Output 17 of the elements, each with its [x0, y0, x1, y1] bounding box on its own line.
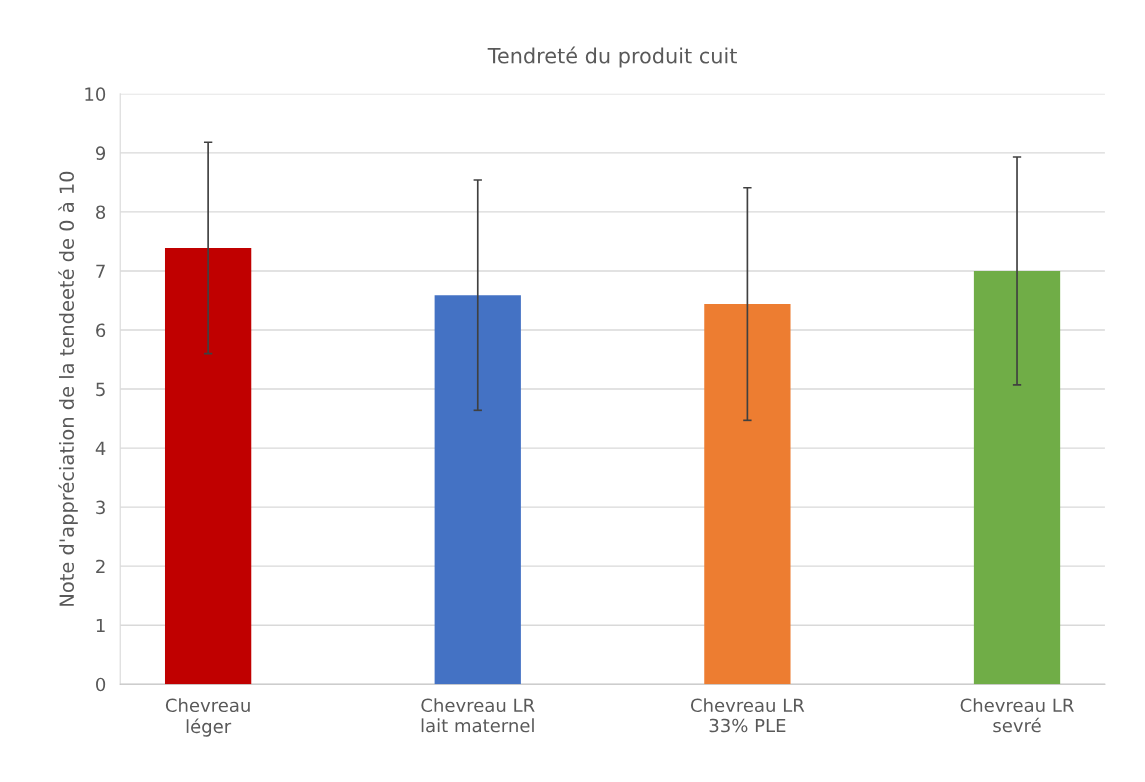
y-axis-title: Note d'appréciation de la tendeeté de 0 à 10	[58, 171, 78, 606]
y-tick-label: 8	[96, 205, 106, 220]
y-tick-label: 6	[96, 323, 106, 338]
y-tick-label: 0	[96, 677, 106, 692]
x-tick-label: Chevreau LR lait maternel	[421, 698, 535, 733]
x-tick-label: Chevreau LR sevré	[960, 698, 1074, 733]
x-tick-label: Chevreau LR 33% PLE	[690, 698, 805, 733]
y-tick-label: 10	[85, 87, 106, 101]
y-tick-label: 9	[95, 146, 106, 160]
y-tick-label: 4	[95, 441, 106, 455]
y-tick-label: 5	[96, 382, 105, 397]
y-tick-label: 2	[96, 559, 105, 574]
y-tick-label: 1	[96, 618, 105, 633]
chart-title: Tendreté du produit cuit	[487, 46, 737, 68]
x-tick-label: Chevreau léger	[165, 698, 250, 737]
y-tick-label: 3	[96, 500, 105, 515]
y-tick-label: 7	[96, 264, 105, 278]
